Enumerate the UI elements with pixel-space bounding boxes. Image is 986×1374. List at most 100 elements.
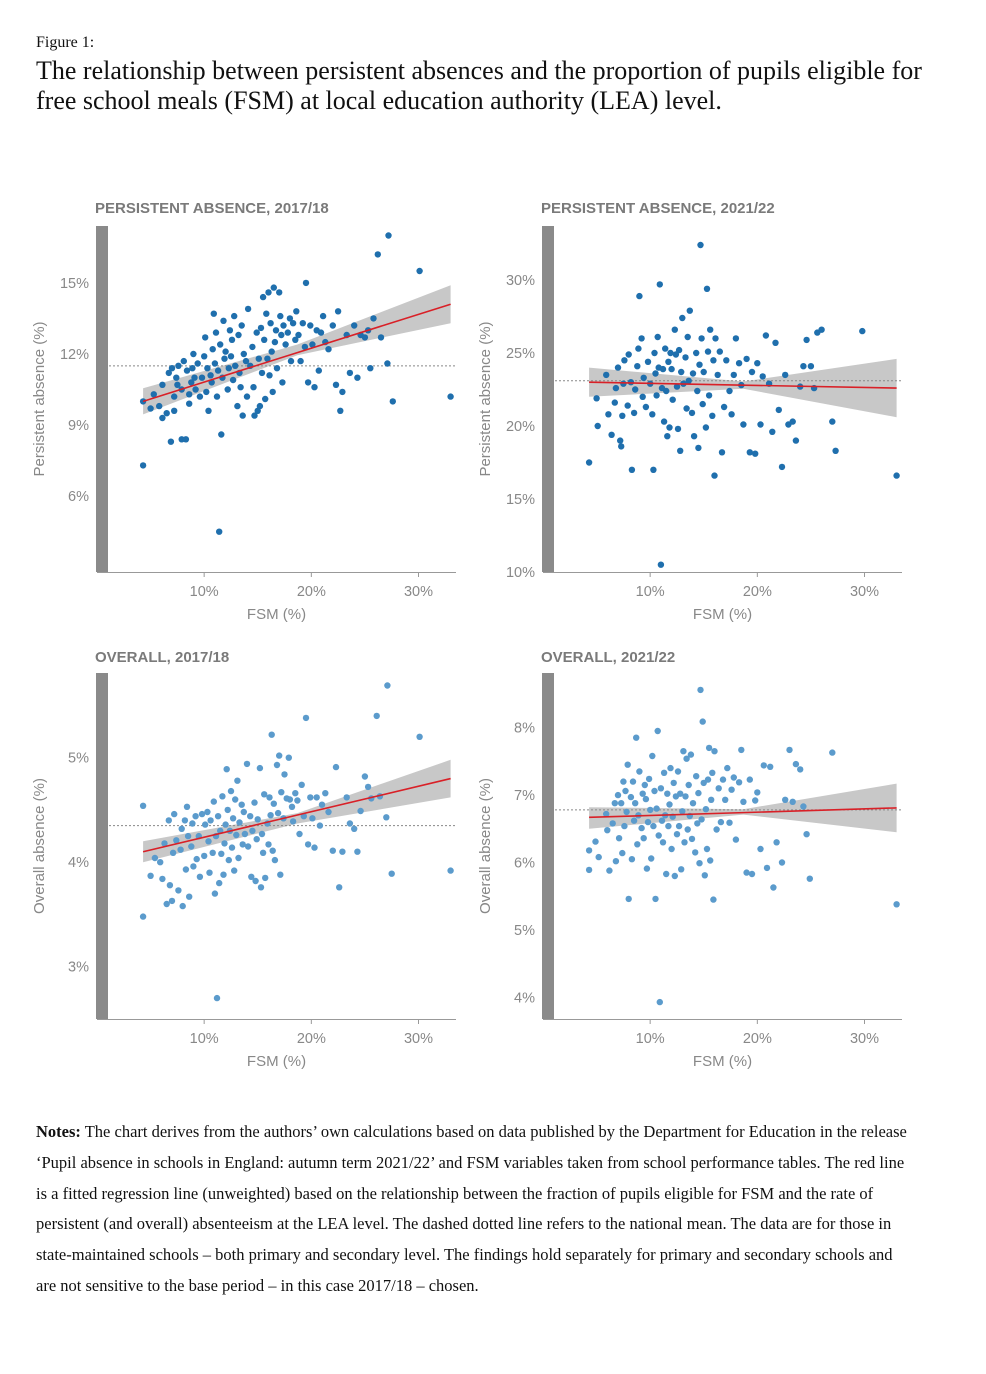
data-point xyxy=(639,790,646,797)
data-point xyxy=(188,379,195,386)
data-point xyxy=(702,806,710,813)
data-point xyxy=(447,867,454,874)
data-point xyxy=(139,462,147,469)
data-point xyxy=(672,351,680,358)
data-point xyxy=(234,777,241,784)
data-point xyxy=(800,363,807,370)
data-point xyxy=(695,444,702,452)
data-point xyxy=(271,856,279,864)
data-point xyxy=(654,333,661,341)
data-point xyxy=(209,849,216,856)
data-point xyxy=(232,796,239,803)
data-point xyxy=(307,322,314,329)
data-point xyxy=(710,896,717,903)
data-point xyxy=(762,332,770,339)
x-tick-label: 10% xyxy=(636,584,665,600)
data-point xyxy=(309,815,316,822)
data-point xyxy=(240,808,247,816)
data-point xyxy=(266,372,273,379)
y-axis-label: Persistent absence (%) xyxy=(31,321,48,476)
data-point xyxy=(624,402,631,409)
data-point xyxy=(806,875,813,882)
charts-canvas: PERSISTENT ABSENCE, 2017/18 10% 20% 30% 6% 9%… xyxy=(31,200,902,1070)
data-point xyxy=(688,835,696,843)
data-point xyxy=(698,816,705,823)
data-point xyxy=(623,808,630,816)
data-point xyxy=(611,800,618,807)
data-point xyxy=(346,820,354,827)
data-point xyxy=(295,331,302,339)
data-point xyxy=(606,867,613,874)
data-point xyxy=(196,873,204,880)
data-point xyxy=(647,806,654,814)
data-point xyxy=(674,425,682,433)
data-point xyxy=(612,858,620,865)
data-point xyxy=(652,370,659,377)
data-point xyxy=(292,790,299,797)
data-point xyxy=(782,796,789,803)
data-point xyxy=(228,336,236,343)
data-point xyxy=(205,838,212,845)
data-point xyxy=(181,817,189,824)
data-point xyxy=(267,812,274,819)
data-point xyxy=(268,348,275,355)
data-point xyxy=(748,870,756,878)
data-point xyxy=(263,310,270,317)
data-point xyxy=(271,338,279,346)
data-point xyxy=(389,398,396,405)
data-point xyxy=(641,781,648,789)
data-point xyxy=(302,714,310,722)
data-point xyxy=(605,411,612,418)
data-point xyxy=(384,360,391,367)
data-point xyxy=(666,424,673,431)
data-point xyxy=(686,307,693,314)
data-point xyxy=(210,310,217,317)
panel-ov1718: OVERALL, 2017/18 10% 20% 30% 3% 4% 5% FSM (%) Ov… xyxy=(31,649,456,1070)
data-point xyxy=(188,843,195,850)
data-point xyxy=(225,856,232,864)
data-point xyxy=(214,367,222,374)
y-tick-label: 20% xyxy=(506,419,535,435)
data-point xyxy=(179,902,186,910)
data-point xyxy=(316,822,324,829)
data-point xyxy=(336,884,343,891)
data-point xyxy=(690,433,698,440)
data-point xyxy=(186,893,193,900)
data-point xyxy=(256,764,264,772)
data-point xyxy=(171,810,178,818)
data-point xyxy=(207,817,214,824)
y-tick-label: 10% xyxy=(506,565,535,581)
data-point xyxy=(169,849,177,856)
data-point xyxy=(289,818,297,825)
data-point xyxy=(673,383,681,390)
data-point xyxy=(782,371,789,379)
data-point xyxy=(268,731,275,738)
points xyxy=(139,682,454,1002)
data-point xyxy=(296,830,303,838)
data-point xyxy=(722,796,729,803)
data-point xyxy=(658,817,666,824)
data-point xyxy=(447,393,454,400)
data-point xyxy=(304,379,312,386)
y-axis-label: Overall absence (%) xyxy=(477,778,494,914)
data-point xyxy=(680,748,687,755)
data-point xyxy=(226,327,234,334)
data-point xyxy=(792,437,800,444)
data-point xyxy=(712,335,719,342)
data-point xyxy=(638,335,645,342)
points xyxy=(585,686,900,1006)
data-point xyxy=(244,843,252,850)
data-point xyxy=(232,362,239,369)
data-point xyxy=(272,327,280,334)
data-point xyxy=(609,820,616,827)
data-point xyxy=(311,844,318,851)
data-point xyxy=(249,343,256,351)
data-point xyxy=(243,760,251,768)
data-point xyxy=(618,800,625,807)
data-point xyxy=(210,798,217,805)
data-point xyxy=(192,386,199,393)
data-point xyxy=(351,825,358,832)
data-point xyxy=(807,363,815,370)
data-point xyxy=(660,418,668,425)
data-point xyxy=(166,882,174,889)
